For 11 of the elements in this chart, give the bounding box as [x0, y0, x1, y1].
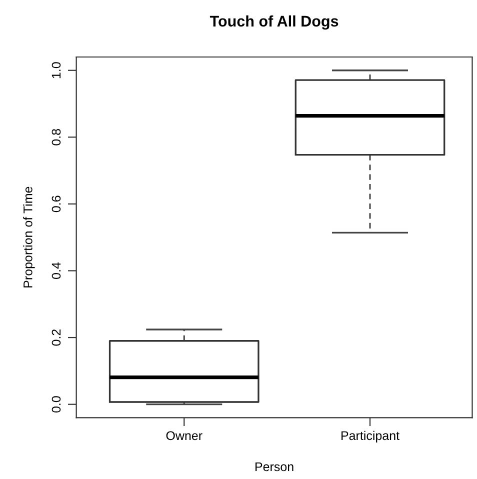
y-tick-label: 0.8	[52, 129, 61, 146]
y-axis-title: Proportion of Time	[23, 186, 35, 288]
y-tick-label: 0.0	[52, 396, 61, 413]
x-tick-label: Owner	[166, 431, 202, 440]
y-tick-label: 0.4	[52, 262, 61, 279]
chart-title: Touch of All Dogs	[210, 15, 338, 30]
x-tick-label: Participant	[342, 430, 400, 443]
y-tick-label: 0.2	[52, 329, 61, 346]
x-axis-title: Person	[256, 462, 294, 472]
y-tick-label: 1.0	[52, 62, 61, 78]
y-tick-label: 0.6	[52, 196, 61, 212]
